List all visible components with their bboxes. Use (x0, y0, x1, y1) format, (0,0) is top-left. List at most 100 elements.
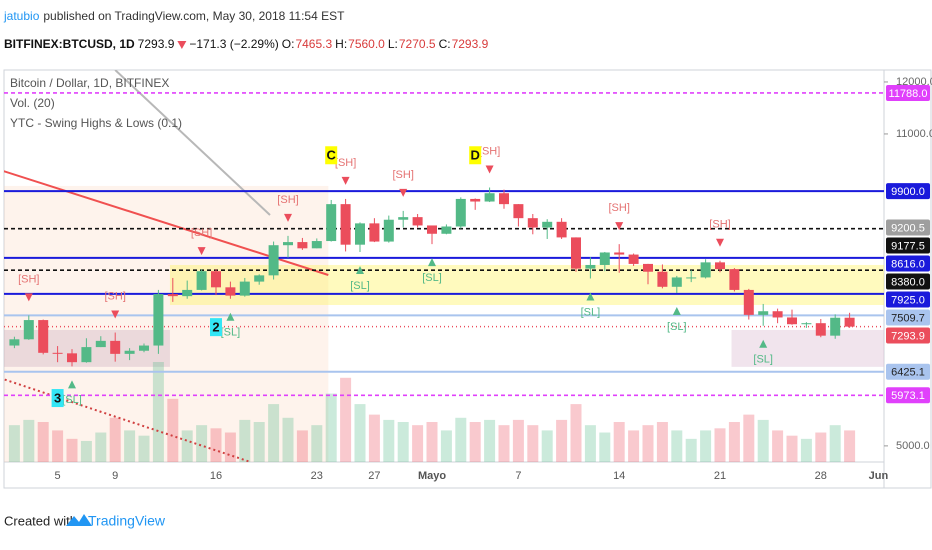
volume-bar (714, 428, 726, 462)
marker-box (325, 146, 338, 165)
candle-body (398, 217, 409, 220)
level-label-box (886, 219, 930, 236)
volume-bar (527, 425, 539, 462)
volume-bar (268, 404, 280, 462)
candle-body (383, 219, 394, 242)
brand[interactable]: TradingView (88, 513, 166, 529)
candle-body (455, 198, 466, 227)
candle-body (527, 218, 538, 228)
swing-high-marker (716, 238, 724, 247)
axes: 12000.0 11000.0 5000.0 11788.0 9900.0 9200.5 9… (55, 76, 932, 482)
volume-bar (383, 419, 395, 462)
swing-high-marker (399, 188, 408, 197)
volume-bar (772, 430, 784, 462)
header: jatubio published on TradingView.com, Ma… (3, 9, 489, 51)
volume-bar (311, 425, 323, 462)
swing-high-marker (615, 222, 624, 231)
x-tick-label: 14 (613, 470, 625, 482)
level-label: 8616.0 (891, 258, 925, 270)
volume-bar (671, 430, 683, 462)
volume-bar (80, 440, 92, 462)
swing-low-marker (672, 307, 681, 316)
swing-low-marker (586, 292, 595, 301)
level-label-box (886, 387, 930, 404)
candle-body (211, 271, 221, 288)
volume-bar (613, 422, 625, 462)
volume-bar (800, 438, 812, 462)
candle-body (67, 353, 77, 363)
trend-line (4, 378, 251, 462)
volume-bar (66, 438, 78, 462)
candle-body (470, 198, 481, 202)
swing-low-marker (226, 312, 235, 321)
logo (66, 514, 92, 526)
candle-body (254, 275, 265, 282)
x-tick-label: 21 (714, 470, 726, 482)
volume-bar (109, 417, 121, 462)
candle-body (153, 294, 164, 346)
level-label-box (886, 309, 930, 326)
x-tick-label: Mayo (418, 470, 446, 482)
level-label: 5973.1 (891, 390, 925, 402)
candle-body (369, 223, 380, 242)
volume-bar (815, 432, 827, 462)
swing-low-label: [SL] (581, 306, 601, 318)
marker-text: 2 (212, 320, 219, 335)
level-label: 9900.0 (891, 186, 925, 198)
x-tick-label: 16 (210, 470, 222, 482)
level-label-box (886, 273, 930, 290)
swing-high-marker (341, 176, 350, 185)
down-arrow (177, 41, 187, 49)
candle-body (787, 317, 797, 325)
level-label: 6425.1 (891, 367, 925, 379)
level-label-box (886, 291, 930, 308)
footer: Created with TradingView (4, 513, 166, 529)
volume-bar (469, 422, 481, 462)
candle-body (801, 323, 812, 325)
candle-body (743, 289, 754, 315)
x-tick-label: 5 (55, 470, 61, 482)
author[interactable]: jatubio (3, 9, 40, 23)
volume-bar (354, 404, 366, 462)
volume-bar (426, 422, 438, 462)
swing-high-marker (197, 247, 206, 256)
candle-body (167, 294, 178, 297)
volume-bar (224, 432, 236, 462)
y-tick-label: 12000.0 (896, 76, 932, 88)
marker-text: D (471, 148, 480, 163)
volume-bar (570, 404, 582, 462)
volume-bar (325, 393, 337, 462)
volume-bar (498, 425, 510, 462)
candle-body (830, 317, 841, 336)
ohlc-label: C: (439, 37, 451, 51)
candle-body (340, 204, 351, 245)
x-tick-label: 7 (515, 470, 521, 482)
level-label-box (886, 363, 930, 380)
swing-high-marker (284, 213, 292, 222)
last-price: 7293.9 (138, 37, 175, 51)
candle-body (139, 345, 149, 351)
candle-body (729, 269, 740, 290)
volume-bar (685, 438, 697, 462)
ohlc-label: O: (282, 37, 295, 51)
ohlc-value: 7465.3 (295, 37, 332, 51)
candle-body (614, 252, 625, 255)
created-with: Created with (4, 513, 77, 528)
ohlc-label: L: (388, 37, 398, 51)
volume-bar (786, 435, 798, 462)
candle-body (441, 226, 452, 234)
volume-bar (412, 425, 424, 462)
level-label: 9200.5 (891, 222, 925, 234)
candle-body (571, 237, 581, 269)
candle-body (484, 193, 495, 202)
volume-bar (844, 430, 856, 462)
volume-bar (455, 417, 467, 462)
marker-box (469, 146, 482, 165)
ohlc-value: 7293.9 (452, 37, 489, 51)
level-label-box (886, 84, 930, 101)
swing-high-label: [SH] (392, 169, 413, 181)
volume-bar (23, 419, 35, 462)
candle-body (239, 281, 250, 296)
volume-bar (37, 422, 49, 462)
candle-body (182, 289, 193, 297)
